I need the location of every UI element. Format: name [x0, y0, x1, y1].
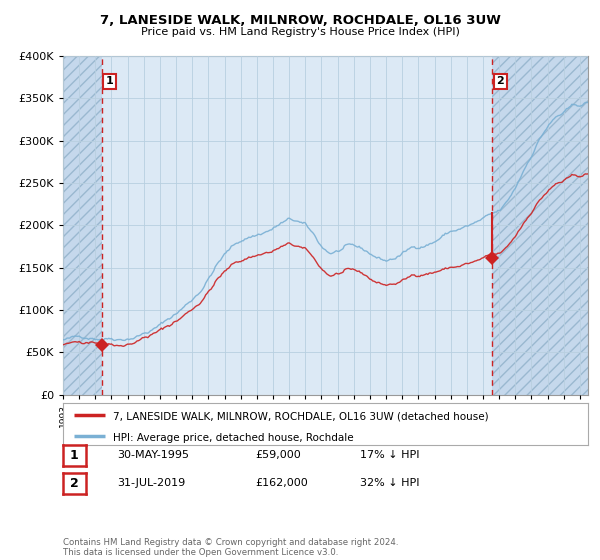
- Text: 30-MAY-1995: 30-MAY-1995: [117, 450, 189, 460]
- Text: 2: 2: [496, 76, 504, 86]
- Text: £162,000: £162,000: [255, 478, 308, 488]
- Text: 1: 1: [70, 449, 79, 462]
- Text: 17% ↓ HPI: 17% ↓ HPI: [360, 450, 419, 460]
- Text: 31-JUL-2019: 31-JUL-2019: [117, 478, 185, 488]
- Text: 32% ↓ HPI: 32% ↓ HPI: [360, 478, 419, 488]
- Text: Price paid vs. HM Land Registry's House Price Index (HPI): Price paid vs. HM Land Registry's House …: [140, 27, 460, 37]
- Text: 7, LANESIDE WALK, MILNROW, ROCHDALE, OL16 3UW: 7, LANESIDE WALK, MILNROW, ROCHDALE, OL1…: [100, 14, 500, 27]
- Text: 1: 1: [106, 76, 114, 86]
- Text: HPI: Average price, detached house, Rochdale: HPI: Average price, detached house, Roch…: [113, 433, 353, 442]
- Bar: [63, 56, 102, 395]
- Text: 2: 2: [70, 477, 79, 490]
- Bar: [493, 56, 588, 395]
- Text: Contains HM Land Registry data © Crown copyright and database right 2024.
This d: Contains HM Land Registry data © Crown c…: [63, 538, 398, 557]
- Text: £59,000: £59,000: [255, 450, 301, 460]
- Text: 7, LANESIDE WALK, MILNROW, ROCHDALE, OL16 3UW (detached house): 7, LANESIDE WALK, MILNROW, ROCHDALE, OL1…: [113, 412, 488, 422]
